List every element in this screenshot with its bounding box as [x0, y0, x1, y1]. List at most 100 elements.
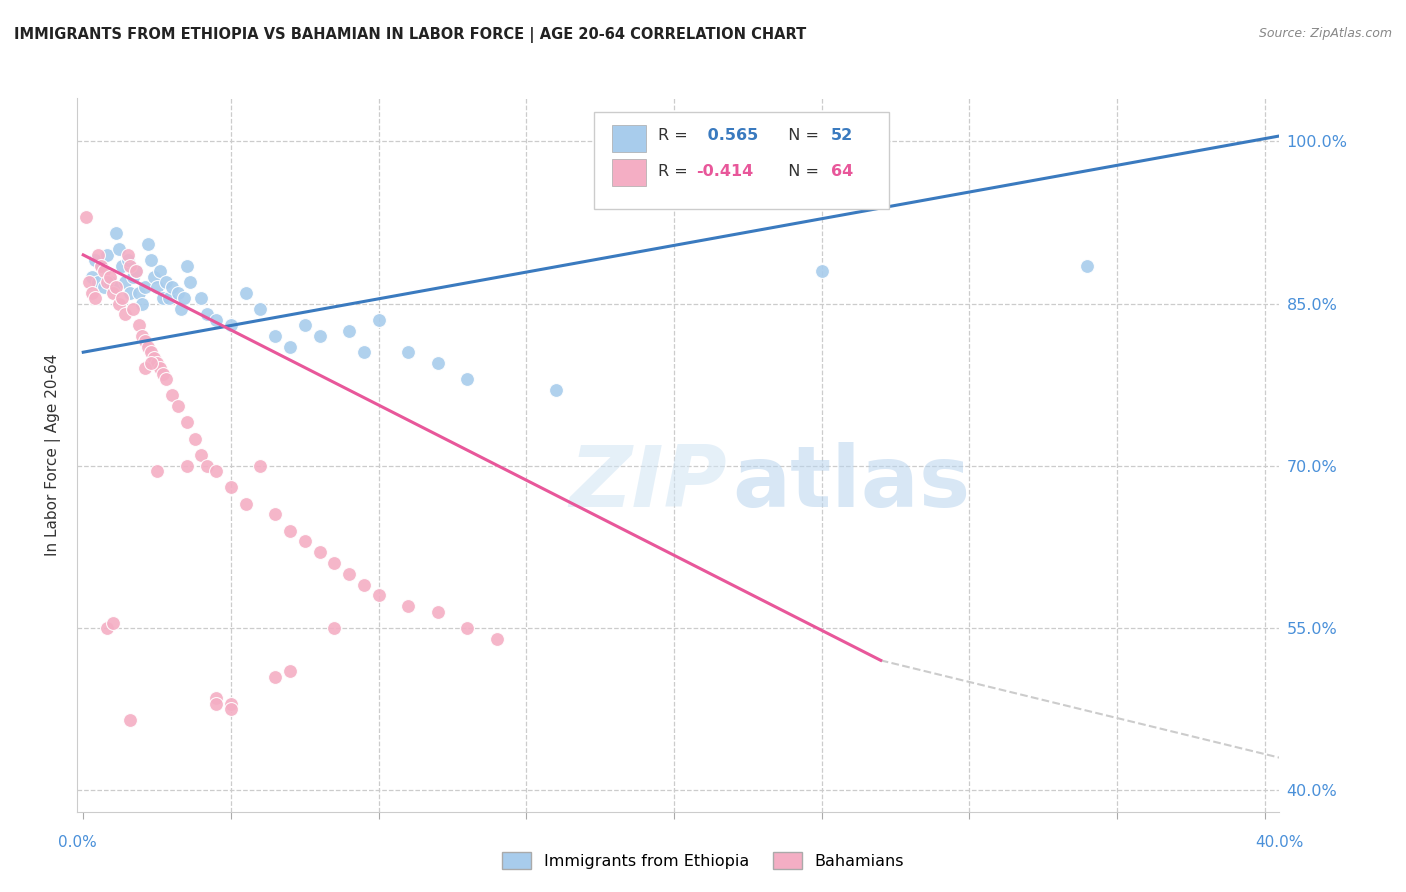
Point	[190, 291, 212, 305]
Point	[308, 329, 330, 343]
Point	[93, 280, 115, 294]
Point	[114, 275, 136, 289]
Point	[134, 334, 156, 349]
Point	[96, 275, 118, 289]
Text: 64: 64	[831, 164, 853, 179]
Point	[810, 264, 832, 278]
Point	[264, 669, 287, 683]
Text: 0.565: 0.565	[703, 128, 759, 144]
Point	[278, 340, 301, 354]
Point	[143, 351, 166, 365]
Point	[176, 458, 198, 473]
Point	[117, 248, 139, 262]
Point	[141, 356, 163, 370]
Point	[456, 621, 478, 635]
Point	[98, 275, 121, 289]
Point	[75, 210, 97, 224]
Point	[1076, 259, 1098, 273]
Point	[219, 702, 242, 716]
Point	[155, 275, 177, 289]
Point	[82, 269, 104, 284]
Text: R =: R =	[658, 128, 693, 144]
Point	[367, 589, 389, 603]
Point	[141, 345, 163, 359]
Text: -0.414: -0.414	[696, 164, 754, 179]
Point	[131, 296, 153, 310]
Point	[143, 269, 166, 284]
Point	[485, 632, 508, 646]
Point	[249, 458, 271, 473]
Point	[205, 697, 228, 711]
Point	[544, 383, 567, 397]
Point	[219, 318, 242, 333]
Point	[205, 691, 228, 706]
Point	[136, 340, 159, 354]
Point	[195, 307, 218, 321]
Point	[152, 291, 174, 305]
Point	[205, 464, 228, 478]
Point	[141, 253, 163, 268]
FancyBboxPatch shape	[612, 159, 645, 186]
Point	[278, 524, 301, 538]
Point	[101, 285, 124, 300]
Text: 0.0%: 0.0%	[58, 836, 97, 850]
Point	[146, 464, 169, 478]
Point	[114, 307, 136, 321]
Point	[219, 697, 242, 711]
Point	[101, 615, 124, 630]
Point	[367, 312, 389, 326]
Point	[128, 318, 150, 333]
Point	[107, 243, 129, 257]
Point	[184, 432, 207, 446]
Point	[190, 448, 212, 462]
Point	[104, 227, 127, 241]
Point	[176, 416, 198, 430]
Point	[120, 285, 142, 300]
Point	[136, 237, 159, 252]
Point	[93, 264, 115, 278]
Point	[396, 345, 419, 359]
Point	[117, 253, 139, 268]
Point	[337, 324, 360, 338]
Point	[82, 285, 104, 300]
Point	[149, 264, 172, 278]
Point	[107, 296, 129, 310]
FancyBboxPatch shape	[595, 112, 889, 209]
Point	[337, 566, 360, 581]
Point	[84, 291, 107, 305]
Point	[195, 458, 218, 473]
Point	[235, 497, 257, 511]
Point	[219, 480, 242, 494]
Point	[249, 301, 271, 316]
Point	[426, 356, 449, 370]
Point	[96, 621, 118, 635]
Point	[125, 264, 148, 278]
Point	[426, 605, 449, 619]
Point	[160, 388, 183, 402]
Text: ZIP: ZIP	[569, 442, 727, 525]
Point	[353, 577, 375, 591]
Point	[152, 367, 174, 381]
Point	[235, 285, 257, 300]
Text: N =: N =	[778, 164, 824, 179]
Point	[77, 275, 100, 289]
Point	[111, 259, 134, 273]
Point	[205, 312, 228, 326]
Point	[294, 318, 316, 333]
Point	[134, 280, 156, 294]
Point	[170, 301, 193, 316]
Point	[98, 269, 121, 284]
Point	[131, 329, 153, 343]
Point	[308, 545, 330, 559]
Text: IMMIGRANTS FROM ETHIOPIA VS BAHAMIAN IN LABOR FORCE | AGE 20-64 CORRELATION CHAR: IMMIGRANTS FROM ETHIOPIA VS BAHAMIAN IN …	[14, 27, 806, 43]
Point	[294, 534, 316, 549]
Point	[101, 280, 124, 294]
Point	[96, 248, 118, 262]
Point	[122, 301, 145, 316]
Point	[323, 621, 346, 635]
Text: atlas: atlas	[733, 442, 970, 525]
Point	[128, 285, 150, 300]
Text: Source: ZipAtlas.com: Source: ZipAtlas.com	[1258, 27, 1392, 40]
Point	[155, 372, 177, 386]
Point	[179, 275, 201, 289]
